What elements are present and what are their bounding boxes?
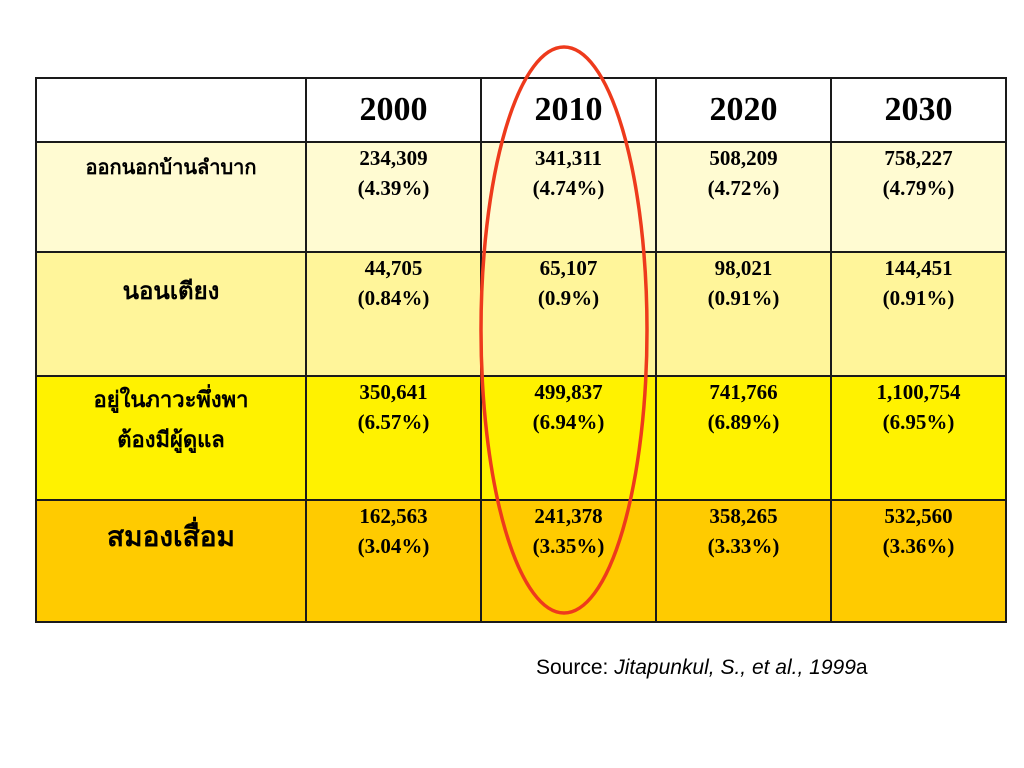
data-cell: 532,560 (3.36%) [830, 499, 1007, 623]
cell-value: 65,107 [539, 256, 598, 280]
row-label: สมองเสื่อม [35, 499, 307, 623]
cell-percent: (6.95%) [882, 410, 955, 434]
cell-percent: (0.91%) [882, 286, 955, 310]
cell-percent: (3.35%) [532, 534, 605, 558]
cell-percent: (6.57%) [357, 410, 430, 434]
header-year-2010: 2010 [480, 77, 657, 143]
cell-value: 162,563 [359, 504, 428, 528]
data-cell: 162,563 (3.04%) [305, 499, 482, 623]
source-citation-text: Jitapunkul, S., et al., 1999 [614, 656, 856, 679]
data-cell: 499,837 (6.94%) [480, 375, 657, 501]
source-citation: Source: Jitapunkul, S., et al., 1999a [536, 656, 868, 680]
row-label-line: ต้องมีผู้ดูแล [117, 428, 225, 453]
header-year-2020: 2020 [655, 77, 832, 143]
cell-percent: (4.72%) [707, 176, 780, 200]
cell-percent: (6.94%) [532, 410, 605, 434]
table-row: นอนเตียง 44,705 (0.84%) 65,107 (0.9%) 98… [35, 251, 1007, 377]
cell-value: 341,311 [534, 146, 603, 170]
cell-value: 499,837 [534, 380, 603, 404]
disability-projection-table: 2000 2010 2020 2030 ออกนอกบ้านลำบาก 234,… [35, 77, 1007, 623]
row-label-line: นอนเตียง [122, 277, 220, 305]
cell-value: 1,100,754 [876, 380, 961, 404]
data-cell: 508,209 (4.72%) [655, 141, 832, 253]
cell-value: 508,209 [709, 146, 778, 170]
data-cell: 44,705 (0.84%) [305, 251, 482, 377]
cell-value: 144,451 [884, 256, 953, 280]
cell-value: 44,705 [364, 256, 423, 280]
cell-value: 241,378 [534, 504, 603, 528]
cell-percent: (0.91%) [707, 286, 780, 310]
cell-value: 350,641 [359, 380, 428, 404]
data-cell: 241,378 (3.35%) [480, 499, 657, 623]
header-year-2030: 2030 [830, 77, 1007, 143]
cell-percent: (6.89%) [707, 410, 780, 434]
cell-percent: (4.79%) [882, 176, 955, 200]
cell-percent: (3.33%) [707, 534, 780, 558]
data-cell: 144,451 (0.91%) [830, 251, 1007, 377]
table-row: สมองเสื่อม 162,563 (3.04%) 241,378 (3.35… [35, 499, 1007, 623]
cell-value: 234,309 [359, 146, 428, 170]
row-label-line: ออกนอกบ้านลำบาก [85, 155, 257, 179]
cell-percent: (3.04%) [357, 534, 430, 558]
data-cell: 234,309 (4.39%) [305, 141, 482, 253]
row-label-line: สมองเสื่อม [107, 520, 235, 553]
row-label: นอนเตียง [35, 251, 307, 377]
row-label-line: อยู่ในภาวะพึ่งพา [93, 388, 249, 413]
source-suffix: a [855, 656, 868, 679]
cell-percent: (0.9%) [537, 286, 600, 310]
data-cell: 358,265 (3.33%) [655, 499, 832, 623]
data-cell: 98,021 (0.91%) [655, 251, 832, 377]
cell-percent: (4.39%) [357, 176, 430, 200]
cell-value: 741,766 [709, 380, 778, 404]
table-row: อยู่ในภาวะพึ่งพา ต้องมีผู้ดูแล 350,641 (… [35, 375, 1007, 501]
data-cell: 350,641 (6.57%) [305, 375, 482, 501]
cell-value: 758,227 [884, 146, 953, 170]
row-label: ออกนอกบ้านลำบาก [35, 141, 307, 253]
header-corner-cell [35, 77, 307, 143]
data-cell: 341,311 (4.74%) [480, 141, 657, 253]
header-year-2000: 2000 [305, 77, 482, 143]
table-row: ออกนอกบ้านลำบาก 234,309 (4.39%) 341,311 … [35, 141, 1007, 253]
data-cell: 741,766 (6.89%) [655, 375, 832, 501]
cell-percent: (3.36%) [882, 534, 955, 558]
data-cell: 1,100,754 (6.95%) [830, 375, 1007, 501]
row-label: อยู่ในภาวะพึ่งพา ต้องมีผู้ดูแล [35, 375, 307, 501]
data-cell: 758,227 (4.79%) [830, 141, 1007, 253]
cell-value: 532,560 [884, 504, 953, 528]
cell-percent: (4.74%) [532, 176, 605, 200]
cell-percent: (0.84%) [357, 286, 430, 310]
data-cell: 65,107 (0.9%) [480, 251, 657, 377]
cell-value: 98,021 [714, 256, 773, 280]
source-prefix: Source: [536, 656, 615, 679]
cell-value: 358,265 [709, 504, 778, 528]
header-row: 2000 2010 2020 2030 [35, 77, 1007, 143]
